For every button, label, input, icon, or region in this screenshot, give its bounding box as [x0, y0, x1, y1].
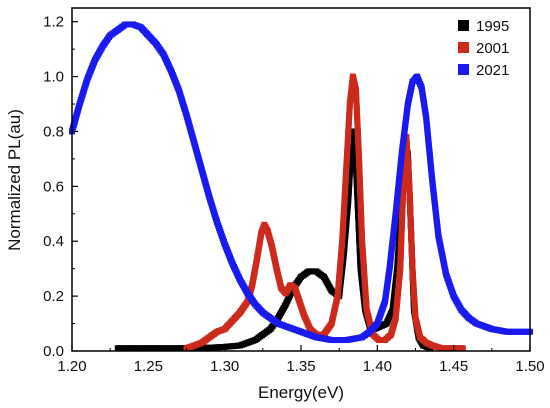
series-layer: [69, 21, 533, 352]
y-tick-label: 1.0: [43, 69, 64, 86]
x-tick-label: 1.40: [363, 358, 392, 375]
y-tick-label: 0.2: [43, 288, 64, 305]
legend-label: 2021: [476, 62, 509, 79]
series-2021: [69, 21, 533, 344]
y-tick-label: 1.2: [43, 14, 64, 31]
legend-label: 1995: [476, 18, 509, 35]
x-tick-label: 1.50: [515, 358, 544, 375]
data-point: [459, 345, 466, 352]
legend-swatch-2001: [458, 42, 469, 53]
y-tick-label: 0.6: [43, 178, 64, 195]
x-tick-label: 1.35: [286, 358, 315, 375]
x-tick-label: 1.20: [57, 358, 86, 375]
legend: 1995 2001 2021: [458, 18, 509, 79]
y-tick-label: 0.4: [43, 233, 64, 250]
x-axis: 1.20 1.25 1.30 1.35 1.40 1.45 1.50: [57, 345, 545, 375]
x-axis-title: Energy(eV): [258, 383, 344, 402]
legend-swatch-2021: [458, 64, 469, 75]
x-tick-label: 1.45: [439, 358, 468, 375]
series-2001: [183, 73, 466, 352]
y-axis-title: Normalized PL(au): [5, 109, 24, 251]
x-tick-label: 1.30: [210, 358, 239, 375]
legend-swatch-1995: [458, 20, 469, 31]
legend-label: 2001: [476, 40, 509, 57]
y-axis: 0.0 0.2 0.4 0.6 0.8 1.0 1.2: [43, 14, 78, 360]
y-tick-label: 0.8: [43, 123, 64, 140]
y-tick-label: 0.0: [43, 343, 64, 360]
x-tick-label: 1.25: [134, 358, 163, 375]
